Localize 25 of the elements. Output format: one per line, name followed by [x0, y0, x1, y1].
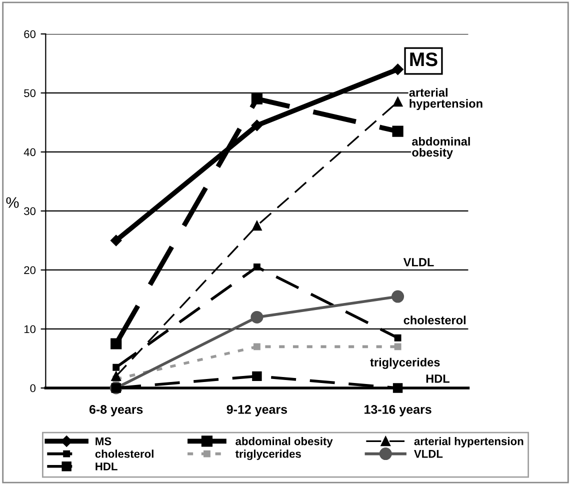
legend-label: MS: [96, 437, 112, 446]
legend-label: VLDL: [414, 450, 443, 458]
y-tick-label: 10: [24, 325, 36, 334]
legend-label: abdominal obesity: [236, 437, 333, 448]
annotation: cholesterol: [404, 316, 466, 324]
y-tick-label: 60: [24, 30, 36, 38]
annotation: abdominal obesity: [412, 136, 470, 159]
x-tick-label: 9-12 years: [226, 404, 288, 416]
y-tick-label: 50: [24, 89, 36, 98]
annotation: MS: [410, 52, 438, 66]
annotation: VLDL: [403, 258, 434, 266]
legend-label: cholesterol: [95, 450, 154, 458]
y-tick-label: 30: [24, 207, 36, 216]
y-tick-label: 0: [30, 384, 36, 392]
legend-label: HDL: [96, 462, 118, 470]
y-tick-label: 20: [24, 266, 36, 274]
legend-label: triglycerides: [235, 450, 301, 460]
annotation: HDL: [426, 374, 450, 383]
legend-label: arterial hypertension: [414, 437, 524, 448]
y-axis-title: %: [6, 197, 19, 208]
annotation: triglycerides: [370, 358, 440, 369]
x-tick-label: 13-16 years: [364, 404, 432, 416]
y-tick-label: 40: [24, 148, 36, 156]
x-tick-label: 6-8 years: [89, 404, 143, 416]
annotation: arterial hypertension: [409, 88, 482, 110]
